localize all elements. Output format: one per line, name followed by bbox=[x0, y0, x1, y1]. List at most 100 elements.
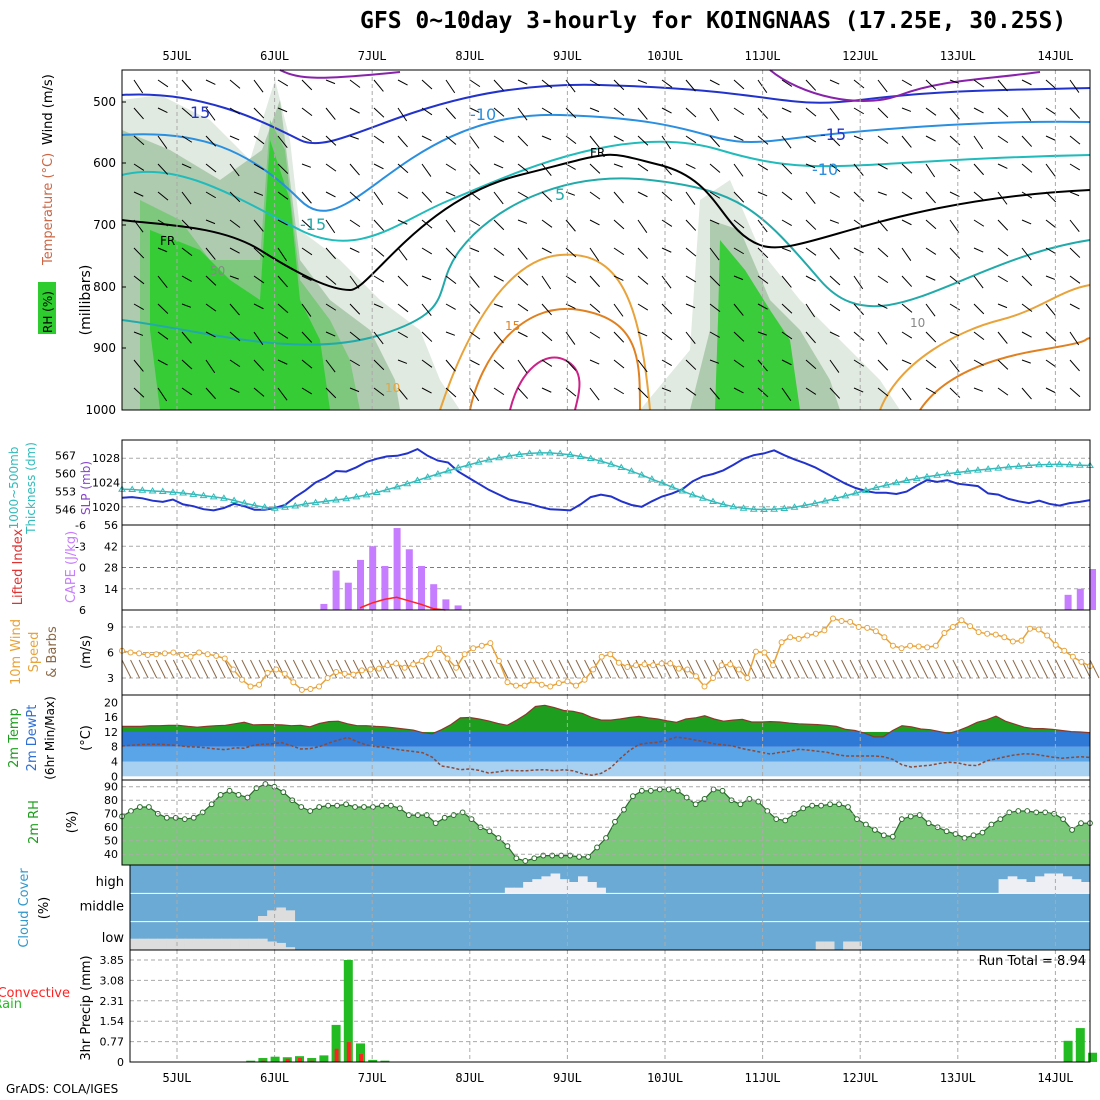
wind-barb bbox=[685, 247, 697, 257]
wind-barb-10m bbox=[121, 659, 132, 679]
thickness-tick-label: 560 bbox=[55, 467, 76, 480]
wind-barb bbox=[877, 247, 889, 258]
thickness-marker bbox=[1024, 461, 1033, 468]
cloud-bar-high bbox=[1071, 879, 1082, 894]
wind-barb bbox=[661, 303, 673, 315]
cloud-bar-high bbox=[1007, 876, 1018, 894]
wind-barb bbox=[733, 303, 744, 316]
wind-barb bbox=[277, 387, 288, 401]
wind-barb bbox=[709, 107, 720, 122]
cape-bar bbox=[332, 570, 340, 610]
precip-axis-label: 3hr Precip (mm) bbox=[79, 955, 94, 1060]
rh-marker bbox=[692, 801, 699, 808]
wind-barb-10m bbox=[601, 659, 612, 679]
rh-marker bbox=[603, 835, 609, 841]
thickness-marker bbox=[474, 458, 483, 465]
wind-barb bbox=[565, 275, 577, 284]
wind-barb bbox=[805, 135, 817, 143]
wind-barb bbox=[781, 191, 793, 201]
rh-marker bbox=[370, 804, 376, 810]
thickness-marker bbox=[403, 479, 412, 487]
temp-tick-label: 16 bbox=[104, 711, 118, 724]
rh-marker bbox=[181, 816, 188, 823]
cape-bar bbox=[320, 603, 328, 610]
wind-barb bbox=[973, 219, 985, 227]
wind-barb-10m bbox=[301, 659, 312, 679]
wind-barb bbox=[277, 275, 288, 288]
wind-barb bbox=[349, 107, 360, 114]
wind-barb bbox=[373, 163, 384, 170]
rh-marker bbox=[988, 821, 995, 828]
thickness-marker bbox=[1035, 460, 1043, 468]
thickness-marker bbox=[281, 503, 289, 510]
cloud-bar-middle bbox=[267, 910, 277, 922]
wind-barb bbox=[757, 331, 767, 336]
wind-speed-marker bbox=[932, 642, 939, 649]
wind-barb bbox=[373, 247, 385, 257]
wind-speed-marker bbox=[453, 664, 460, 671]
wind-barb bbox=[229, 163, 240, 177]
wind-barb bbox=[445, 247, 457, 259]
wind-barb-10m bbox=[901, 659, 911, 679]
wind-barb bbox=[253, 191, 264, 196]
pressure-tick-label: 1000 bbox=[85, 403, 116, 417]
cloud-bar-low bbox=[230, 938, 241, 950]
cloud-bar-high bbox=[523, 882, 533, 894]
wind-barb bbox=[205, 387, 216, 400]
temp-tick-label: 8 bbox=[111, 741, 118, 754]
cape-axis-label: CAPE (J/kg) bbox=[64, 531, 79, 603]
thickness-marker bbox=[617, 463, 626, 471]
rh-marker bbox=[943, 828, 950, 835]
wind-barb bbox=[1069, 219, 1080, 233]
top-date-label: 12JUL bbox=[842, 49, 878, 63]
wind-barb bbox=[469, 191, 481, 201]
wind-speed-marker bbox=[350, 671, 357, 678]
wind-barb bbox=[421, 387, 432, 394]
contour-label: -15 bbox=[300, 215, 326, 234]
wind-barb bbox=[949, 219, 960, 233]
wind-barb-10m bbox=[215, 659, 226, 679]
chart-title: GFS 0~10day 3-hourly for KOINGNAAS (17.2… bbox=[360, 8, 1067, 34]
wind-barb bbox=[541, 107, 553, 115]
rh-marker bbox=[217, 791, 224, 798]
wind-barb-10m bbox=[781, 659, 792, 679]
wind-barb-10m bbox=[755, 659, 766, 679]
wind-speed-marker bbox=[812, 630, 819, 637]
wind-speed-marker bbox=[221, 655, 228, 662]
contour-line bbox=[469, 307, 641, 411]
wind-barb-10m bbox=[935, 659, 946, 679]
cloud-bar-low bbox=[276, 942, 286, 950]
wind-barb bbox=[685, 303, 696, 309]
wind-barb bbox=[613, 163, 623, 168]
thickness-marker bbox=[148, 487, 157, 494]
temp-tick-label: 4 bbox=[111, 756, 118, 769]
wind-barb bbox=[805, 191, 816, 205]
precip-tick-label: 2.31 bbox=[100, 995, 125, 1008]
wind-barb-10m bbox=[549, 659, 560, 679]
wind-barb bbox=[445, 163, 457, 171]
wind-barb-10m bbox=[472, 659, 483, 679]
thickness-marker bbox=[892, 478, 901, 486]
rh-tick-label: 50 bbox=[104, 835, 118, 848]
wind-speed-marker bbox=[393, 660, 400, 667]
wind-barb bbox=[445, 331, 456, 336]
wind-barb-10m bbox=[823, 659, 834, 679]
cloud-bar-low bbox=[267, 941, 277, 950]
wind-barb-10m bbox=[798, 659, 809, 679]
cloud-low-label: low bbox=[102, 931, 125, 946]
thickness-marker bbox=[943, 469, 952, 477]
cape-bar bbox=[418, 565, 425, 610]
wind-barb bbox=[205, 359, 216, 374]
thickness-marker bbox=[984, 465, 992, 472]
wind-tick-label: 6 bbox=[107, 647, 114, 660]
wind-barb bbox=[709, 275, 721, 287]
slp-line bbox=[121, 447, 1091, 512]
wind-barb-10m bbox=[1003, 659, 1014, 679]
wind-barb bbox=[589, 247, 600, 262]
wind-barb bbox=[613, 191, 624, 204]
wind-barb bbox=[805, 79, 817, 91]
bottom-date-label: 7JUL bbox=[358, 1071, 387, 1085]
contour-label: -15 bbox=[820, 125, 846, 144]
cape-tick-label: 28 bbox=[104, 562, 118, 575]
wind-barb bbox=[973, 387, 984, 392]
